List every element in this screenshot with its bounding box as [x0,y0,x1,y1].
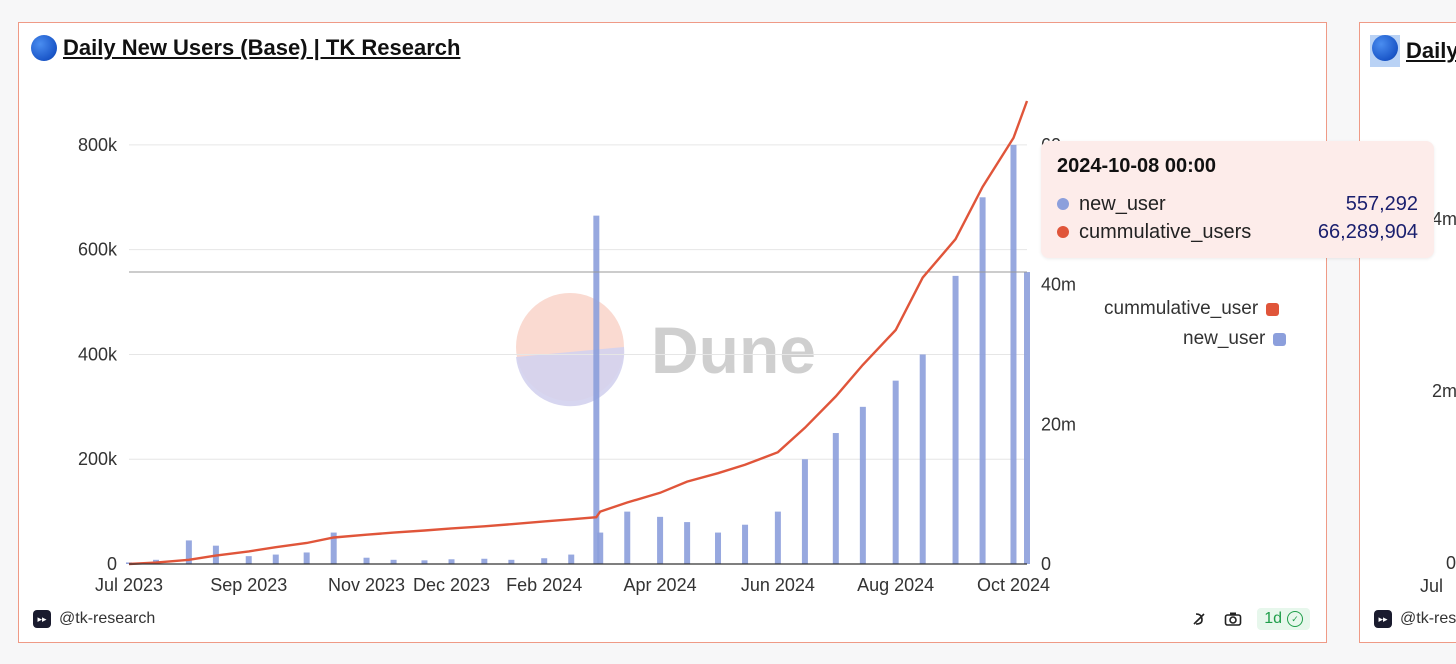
dune-watermark-text: Dune [651,313,816,387]
bar-new-user [832,433,839,564]
y-tick-label: 200k [78,449,118,469]
y2-tick-label: 40m [1041,275,1076,295]
bar-new-user [1010,144,1017,564]
side-chart-title-link[interactable]: Daily [1370,35,1456,67]
chart-footer-actions: 1d ✓ [1189,608,1310,630]
bar-new-user [715,532,722,564]
chart-title-text: Daily New Users (Base) | TK Research [63,35,461,60]
side-y-tick: 4m [1432,209,1456,229]
tooltip-series-value: 557,292 [1345,192,1418,215]
tooltip-series-value: 66,289,904 [1317,220,1418,243]
y2-tick-label: 20m [1041,414,1076,434]
bar-new-user [272,554,279,564]
x-tick-label: Nov 2023 [328,575,405,595]
side-author-link[interactable]: ▸▸ @tk-res [1374,610,1456,628]
bar-new-user [742,524,749,564]
dune-logo-icon: ▸▸ [1374,610,1392,628]
chart-plot[interactable]: Dune0200k400k600k800k020m40m60mJul 2023S… [19,23,1328,644]
chart-title-link[interactable]: Daily New Users (Base) | TK Research [31,35,460,61]
tooltip-series-name: new_user [1079,192,1166,215]
bar-new-user [597,532,604,564]
bar-new-user [979,197,986,564]
legend-item-cummulative-users[interactable]: cummulative_user [1104,298,1280,320]
y2-tick-label: 0 [1041,554,1051,574]
tooltip-dot [1057,198,1069,210]
legend-label: cummulative_user [1104,298,1259,319]
dune-watermark-logo [516,347,625,407]
bar-new-user [801,459,808,564]
bar-new-user [684,522,691,564]
bar-new-user [568,554,575,564]
x-tick-label: Jul 2023 [95,575,163,595]
y-tick-label: 400k [78,344,118,364]
tooltip-title: 2024-10-08 00:00 [1057,155,1217,177]
y-tick-label: 600k [78,240,118,260]
legend-swatch [1266,302,1280,316]
y-tick-label: 0 [107,554,117,574]
x-tick-label: Sep 2023 [210,575,287,595]
hover-tooltip: 2024-10-08 00:00 new_user 557,292 cummul… [1041,141,1434,258]
side-y-tick: 2m [1432,381,1456,401]
check-circle-icon: ✓ [1287,611,1303,627]
bar-new-user [363,557,370,564]
bar-new-user [593,215,600,564]
fork-icon[interactable] [1189,609,1209,629]
legend-item-new-user[interactable]: new_user [1183,328,1287,350]
line-cummulative-users [128,100,1029,566]
x-tick-label: Dec 2023 [413,575,490,595]
refresh-interval: 1d [1264,610,1282,627]
x-tick-label: Apr 2024 [624,575,697,595]
blue-circle-emoji-icon [31,35,57,61]
x-tick-label: Aug 2024 [857,575,934,595]
dune-logo-icon: ▸▸ [33,610,51,628]
side-y-tick: 0 [1446,553,1456,573]
bar-new-user [245,556,252,564]
bar-new-user [448,559,455,564]
y-tick-label: 800k [78,135,118,155]
chart-card: Daily New Users (Base) | TK Research Dun… [18,22,1327,643]
x-tick-label: Feb 2024 [506,575,582,595]
x-tick-label: Jun 2024 [741,575,815,595]
side-chart-card: Daily 4m 2m 0 Jul ▸▸ @tk-res [1359,22,1456,643]
bar-new-user [421,560,428,564]
tooltip-dot [1057,226,1069,238]
bar-new-user [624,511,631,564]
bar-new-user [330,532,337,564]
refresh-status-badge[interactable]: 1d ✓ [1257,608,1310,630]
tooltip-row-new-user: new_user 557,292 [1057,190,1418,218]
bar-new-user [303,552,310,564]
legend-label: new_user [1183,328,1266,349]
bar-new-user [481,558,488,564]
bar-new-user [859,406,866,564]
bar-new-user [774,511,781,564]
tooltip-series-name: cummulative_users [1079,220,1252,243]
tooltip-row-cummulative-users: cummulative_users 66,289,904 [1057,218,1418,246]
bar-new-user [657,516,664,564]
side-author-handle: @tk-res [1400,610,1456,627]
bar-new-user [390,559,397,564]
bar-new-user [952,275,959,564]
bar-new-user [185,540,192,564]
bar-new-user [541,558,548,564]
author-handle: @tk-research [59,610,156,627]
bar-new-user [919,354,926,564]
blue-circle-emoji-icon [1372,35,1398,61]
bar-new-user [1024,272,1030,564]
camera-icon[interactable] [1223,609,1243,629]
legend-swatch [1273,332,1287,346]
side-x-tick: Jul [1420,576,1444,596]
bar-new-user [508,559,515,564]
bar-new-user [892,380,899,564]
author-link[interactable]: ▸▸ @tk-research [33,610,155,628]
side-chart-title-text: Daily [1406,38,1456,63]
x-tick-label: Oct 2024 [977,575,1050,595]
